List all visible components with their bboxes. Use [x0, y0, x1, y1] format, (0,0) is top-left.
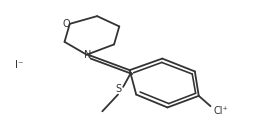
Text: Cl⁺: Cl⁺ [213, 106, 228, 116]
Text: N: N [84, 50, 91, 60]
Text: I⁻: I⁻ [15, 60, 23, 70]
Text: S: S [115, 84, 121, 94]
Text: O: O [63, 19, 70, 29]
